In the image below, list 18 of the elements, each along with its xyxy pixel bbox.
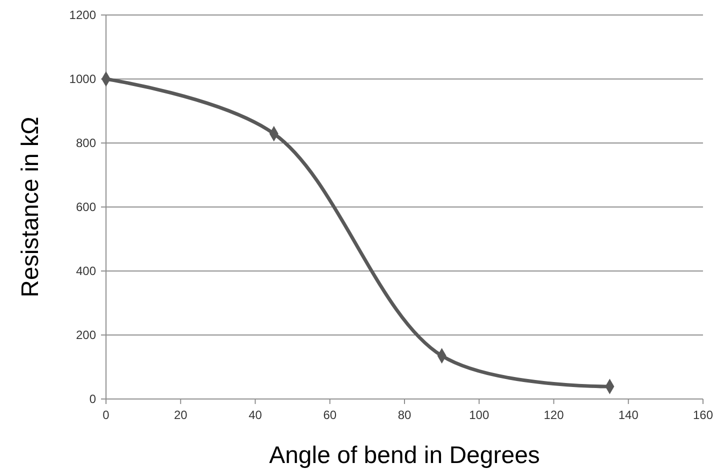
y-axis-title: Resistance in kΩ xyxy=(17,116,44,298)
y-tick-label: 400 xyxy=(76,264,96,278)
x-tick-label: 120 xyxy=(544,408,564,422)
x-axis-title: Angle of bend in Degrees xyxy=(269,442,540,469)
y-tick-label: 0 xyxy=(89,392,96,406)
y-tick-label: 800 xyxy=(76,136,96,150)
y-tick-label: 200 xyxy=(76,328,96,342)
x-tick-label: 80 xyxy=(398,408,412,422)
y-tick-label: 1000 xyxy=(69,72,96,86)
x-tick-label: 140 xyxy=(618,408,639,422)
x-tick-label: 60 xyxy=(323,408,337,422)
y-tick-label: 600 xyxy=(76,200,96,214)
x-tick-label: 0 xyxy=(102,408,110,422)
x-tick-label: 20 xyxy=(174,408,188,422)
x-tick-label: 40 xyxy=(248,408,262,422)
y-tick-label: 1200 xyxy=(69,8,96,22)
x-tick-label: 160 xyxy=(692,408,714,422)
x-tick-label: 100 xyxy=(469,408,490,422)
